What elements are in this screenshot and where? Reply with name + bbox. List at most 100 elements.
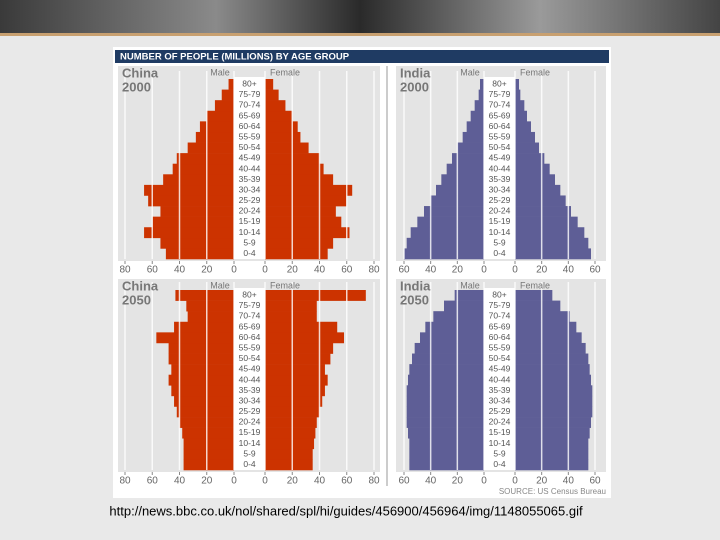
category-label: 75-79 [489, 89, 511, 99]
category-label: 30-34 [489, 184, 511, 194]
bar [182, 427, 234, 439]
panel-subtitle: 2050 [400, 292, 429, 307]
bar [515, 195, 566, 207]
bar [515, 353, 589, 365]
bar [265, 438, 315, 450]
bar [265, 121, 298, 133]
category-label: 15-19 [489, 216, 511, 226]
bar [414, 342, 484, 354]
x-tick-label: 60 [589, 476, 601, 487]
bar [265, 427, 316, 439]
bar [515, 206, 571, 217]
category-label: 45-49 [489, 364, 511, 374]
x-tick-label: 0 [262, 265, 268, 276]
bar [265, 321, 338, 333]
category-label: 45-49 [489, 153, 511, 163]
bar [187, 311, 234, 323]
bar [148, 195, 234, 207]
x-tick-label: 40 [174, 476, 186, 487]
x-tick-label: 60 [341, 265, 353, 276]
bar [515, 342, 586, 354]
bar [409, 364, 484, 376]
x-tick-label: 60 [341, 476, 353, 487]
category-label: 55-59 [239, 131, 261, 141]
bar [444, 300, 484, 312]
source: SOURCE: US Census Bureau [499, 487, 606, 496]
category-label: 75-79 [239, 300, 261, 310]
x-tick-label: 0 [512, 476, 518, 487]
axis-label-column [234, 77, 265, 259]
bar [195, 131, 234, 143]
x-tick-label: 0 [231, 476, 237, 487]
bar [265, 227, 350, 239]
bar [174, 321, 234, 333]
bar [265, 206, 336, 217]
bar [265, 385, 325, 397]
category-label: 35-39 [239, 174, 261, 184]
bar [265, 364, 325, 376]
x-tick-label: 40 [563, 265, 575, 276]
bar [515, 153, 545, 165]
category-label: 60-64 [489, 332, 511, 342]
bar [265, 195, 347, 207]
bar [412, 353, 484, 365]
category-label: 30-34 [489, 395, 511, 405]
x-tick-label: 60 [589, 265, 601, 276]
bar [474, 100, 484, 112]
category-label: 50-54 [489, 142, 511, 152]
category-label: 75-79 [239, 89, 261, 99]
bar [515, 184, 561, 196]
category-label: 70-74 [239, 311, 261, 321]
chart-title: NUMBER OF PEOPLE (MILLIONS) BY AGE GROUP [120, 52, 350, 63]
category-label: 0-4 [493, 248, 506, 258]
bar [515, 427, 590, 439]
x-tick-label: 0 [231, 265, 237, 276]
bar [515, 321, 577, 333]
category-label: 30-34 [239, 395, 261, 405]
bar [424, 206, 484, 217]
bar [265, 459, 313, 471]
bar [156, 332, 234, 344]
category-label: 45-49 [239, 153, 261, 163]
legend-label: Female [520, 280, 550, 290]
bar [199, 121, 234, 133]
legend-label: Male [210, 67, 230, 77]
category-label: 80+ [492, 79, 506, 89]
bar [515, 142, 539, 154]
bar [176, 406, 234, 418]
category-label: 70-74 [489, 311, 511, 321]
category-label: 15-19 [239, 427, 261, 437]
category-label: 5-9 [243, 237, 256, 247]
bar [515, 237, 589, 249]
x-tick-label: 80 [119, 476, 131, 487]
bar [183, 438, 234, 450]
x-tick-label: 60 [398, 476, 410, 487]
panel-title: China [122, 65, 159, 80]
category-label: 80+ [242, 290, 256, 300]
category-label: 25-29 [489, 406, 511, 416]
bar [515, 374, 591, 386]
bar [176, 153, 234, 165]
x-tick-label: 20 [452, 265, 464, 276]
category-label: 45-49 [239, 364, 261, 374]
axis-label-column [484, 288, 515, 470]
bar [183, 459, 234, 471]
category-label: 80+ [242, 79, 256, 89]
category-label: 70-74 [489, 100, 511, 110]
bar [441, 174, 484, 186]
bar [183, 448, 234, 460]
bar [425, 321, 484, 333]
bar [168, 342, 234, 354]
bar [404, 248, 484, 260]
x-tick-label: 60 [147, 265, 159, 276]
bar [515, 216, 578, 228]
bar [480, 79, 484, 90]
category-label: 60-64 [489, 121, 511, 131]
bar [409, 448, 484, 460]
category-label: 80+ [492, 290, 506, 300]
category-label: 20-24 [489, 206, 511, 216]
bar [515, 385, 593, 397]
bar [515, 174, 555, 186]
bar [171, 385, 234, 397]
category-label: 50-54 [239, 353, 261, 363]
